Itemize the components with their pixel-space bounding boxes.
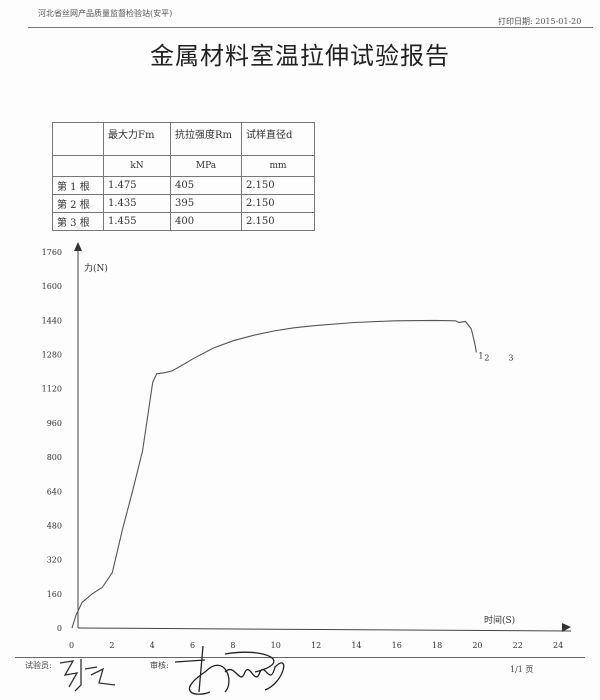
header-divider (28, 27, 593, 28)
y-tick-label: 1440 (42, 316, 62, 325)
header-cell: 最大力Fm (103, 122, 171, 156)
table-row: 第 3 根 1.455 400 2.150 (52, 212, 315, 231)
unit-cell: MPa (170, 155, 242, 177)
y-tick-label: 480 (47, 521, 62, 530)
unit-cell: kN (103, 155, 171, 177)
cell: 395 (170, 194, 242, 213)
y-tick-label: 640 (47, 487, 62, 496)
y-tick-label: 0 (57, 624, 62, 633)
force-curve (71, 319, 477, 629)
x-tick-label: 0 (69, 641, 74, 650)
header-cell: 试样直径d (241, 122, 315, 156)
reviewer-signature (174, 645, 285, 695)
x-tick-label: 8 (230, 641, 235, 650)
unit-cell: mm (241, 155, 315, 177)
curve-label: 3 (508, 353, 513, 362)
cell: 2.150 (241, 176, 315, 195)
x-tick-label: 22 (513, 641, 523, 650)
y-axis-label: 力(N) (84, 262, 108, 274)
x-tick-label: 14 (351, 641, 361, 650)
x-axis-label: 时间(S) (484, 614, 515, 626)
table-header-row: 最大力Fm 抗拉强度Rm 试样直径d (52, 122, 315, 156)
page-number: 1/1 页 (510, 665, 534, 674)
y-tick-label: 1600 (42, 282, 62, 291)
reviewer-label: 审核: (150, 661, 169, 670)
y-tick-label: 320 (47, 556, 62, 565)
x-tick-label: 4 (150, 641, 155, 650)
table-row: 第 2 根 1.435 395 2.150 (52, 194, 315, 213)
cell: 400 (170, 212, 242, 231)
y-tick-label: 1280 (42, 351, 62, 360)
report-title: 金属材料室温拉伸试验报告 (150, 42, 450, 70)
cell: 第 2 根 (52, 194, 104, 213)
y-tick-label: 1760 (42, 248, 62, 257)
force-time-chart: 0 2 4 6 8 10 12 14 16 18 20 22 240160320480640800960… (42, 242, 572, 650)
curve-label: 2 (484, 353, 489, 362)
cell: 1.435 (103, 194, 171, 213)
x-tick-label: 12 (311, 641, 321, 650)
tester-signature (59, 659, 116, 692)
curve-label: 1 (478, 351, 483, 360)
x-tick-label: 10 (271, 641, 281, 650)
y-tick-label: 800 (47, 453, 62, 462)
cell: 第 3 根 (52, 212, 104, 231)
table-row: 第 1 根 1.475 405 2.150 (52, 176, 315, 195)
x-tick-label: 6 (190, 641, 195, 650)
x-tick-label: 20 (472, 641, 482, 650)
x-axis (77, 627, 572, 632)
cell: 第 1 根 (52, 176, 104, 195)
cell: 1.475 (103, 176, 171, 195)
tester-label: 试验员: (25, 661, 52, 670)
x-tick-label: 16 (392, 641, 402, 650)
header-cell (52, 122, 104, 156)
x-axis-arrow-icon (562, 623, 571, 632)
results-table: 最大力Fm 抗拉强度Rm 试样直径d kN MPa mm 第 1 根 1.475 4… (52, 122, 315, 231)
x-tick-label: 2 (109, 641, 114, 650)
cell: 405 (170, 176, 242, 195)
x-tick-label: 24 (553, 641, 563, 650)
x-tick-label: 18 (432, 641, 442, 650)
cell: 2.150 (241, 194, 315, 213)
y-tick-label: 960 (47, 419, 62, 428)
organization-name: 河北省丝网产品质量监督检验站(安平) (38, 9, 173, 18)
print-date: 打印日期: 2015-01-20 (498, 17, 582, 26)
table-units-row: kN MPa mm (52, 155, 315, 177)
y-axis-arrow-icon (74, 242, 82, 251)
cell: 1.455 (103, 212, 171, 231)
y-tick-label: 1120 (42, 385, 62, 394)
cell: 2.150 (241, 212, 315, 231)
y-tick-label: 160 (47, 590, 62, 599)
header-cell: 抗拉强度Rm (170, 122, 242, 156)
footer-divider (15, 657, 585, 658)
unit-cell (52, 155, 104, 177)
